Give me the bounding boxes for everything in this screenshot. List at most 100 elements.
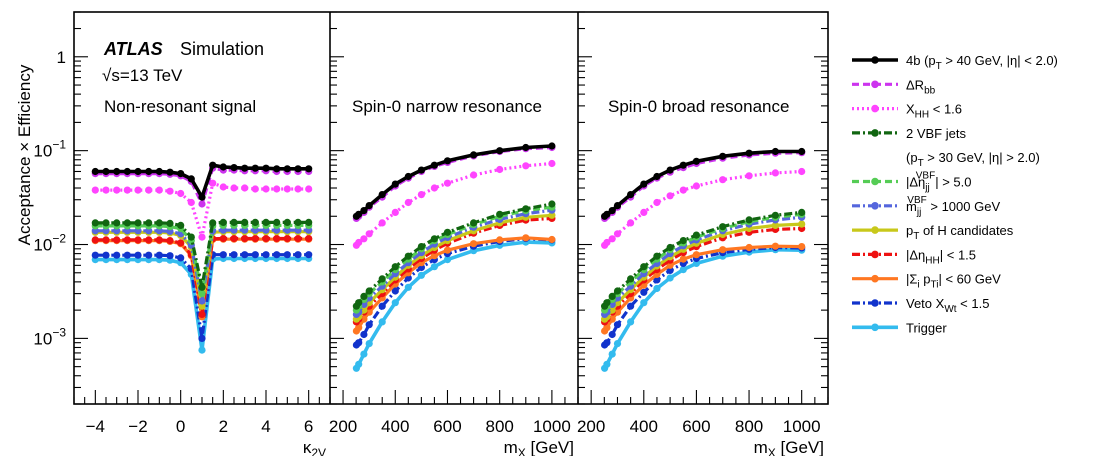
data-point-4b-panel-0-11 [209, 161, 217, 169]
data-point-4b-panel-1-3 [365, 202, 373, 210]
data-point-4b-panel-0-18 [283, 165, 291, 173]
data-point-xhh-panel-1-2 [360, 235, 368, 243]
legend-marker-trigger [871, 323, 879, 332]
data-point-detahh-panel-0-17 [273, 234, 281, 243]
data-point-vbf2-panel-2-2 [608, 292, 616, 300]
data-point-xhh-panel-0-13 [230, 184, 238, 192]
data-point-xwt-panel-0-19 [294, 251, 302, 259]
data-point-detahh-panel-0-2 [113, 236, 121, 244]
data-point-detahh-panel-0-4 [134, 236, 142, 244]
data-point-xhh-panel-0-16 [262, 185, 270, 193]
legend-label-detajj: |ΔηjjVBF| > 5.0 [906, 171, 971, 194]
x-axis-label-panel-2: mX [GeV] [754, 438, 824, 456]
data-point-xwt-panel-2-3 [613, 321, 622, 329]
data-point-4b-panel-0-1 [102, 167, 110, 176]
x-tick-label: 1000 [533, 417, 571, 436]
data-point-4b-panel-2-11 [745, 149, 753, 157]
legend-marker-xwt [871, 299, 879, 307]
panel-1-curves [352, 142, 556, 372]
x-tick-label: 400 [630, 417, 658, 436]
legend-marker-sumpt [871, 274, 879, 283]
data-point-4b-panel-0-12 [219, 163, 227, 171]
data-point-xhh-panel-2-7 [666, 192, 674, 200]
legend-label-vbf2: 2 VBF jets [906, 126, 966, 141]
data-point-xhh-panel-0-2 [113, 186, 121, 194]
data-point-vbf2-panel-1-3 [365, 287, 373, 295]
data-point-vbf2-panel-0-14 [241, 218, 249, 226]
data-point-vbf2-panel-0-11 [209, 219, 217, 227]
data-point-xhh-panel-2-6 [653, 198, 661, 207]
legend-item-trigger: Trigger [852, 320, 947, 335]
simulation-label: Simulation [180, 39, 264, 59]
data-point-vbf2-panel-0-10 [198, 283, 206, 291]
data-point-4b-panel-0-2 [113, 167, 121, 176]
data-point-xhh-panel-0-19 [294, 185, 302, 193]
data-point-xhh-panel-2-4 [627, 219, 635, 227]
data-point-vbf2-panel-0-15 [251, 218, 259, 226]
data-point-4b-panel-0-13 [230, 164, 238, 172]
data-point-4b-panel-1-12 [522, 143, 530, 152]
data-point-xwt-panel-0-0 [91, 251, 99, 259]
data-point-4b-panel-0-9 [187, 175, 195, 183]
data-point-xhh-panel-1-10 [470, 171, 478, 179]
data-point-vbf2-panel-2-5 [640, 263, 648, 271]
data-point-xwt-panel-1-5 [391, 287, 399, 295]
data-point-4b-panel-0-15 [251, 164, 259, 172]
legend-label-detahh: |ΔηHH| < 1.5 [906, 247, 976, 266]
axes-frame [73, 11, 829, 405]
data-point-4b-panel-0-0 [91, 167, 99, 176]
data-point-vbf2-panel-2-12 [771, 211, 780, 219]
data-point-vbf2-panel-0-6 [155, 219, 163, 227]
data-point-trigger-panel-0-10 [198, 346, 206, 354]
data-point-vbf2-panel-0-8 [177, 221, 185, 229]
data-point-xhh-panel-2-2 [608, 235, 616, 243]
legend-marker-drbb [871, 80, 879, 89]
data-point-trigger-panel-2-7 [666, 274, 674, 282]
legend-item-vbf2_note: (pT > 30 GeV, |η| > 2.0) [906, 150, 1040, 169]
data-point-xhh-panel-0-11 [209, 179, 217, 187]
data-point-4b-panel-1-10 [470, 151, 478, 159]
data-point-xhh-panel-1-5 [391, 208, 399, 216]
data-point-xwt-panel-2-6 [653, 276, 661, 284]
data-point-4b-panel-0-8 [177, 170, 185, 178]
data-point-4b-panel-2-4 [627, 191, 635, 199]
data-point-vbf2-panel-2-9 [692, 231, 701, 239]
legend-marker-xhh [871, 104, 879, 113]
data-point-xhh-panel-1-4 [378, 219, 386, 227]
series-line-detahh-panel-2 [603, 226, 802, 323]
data-point-sumpt-panel-1-8 [430, 252, 438, 260]
data-point-xwt-panel-0-10 [198, 334, 206, 342]
energy-label: √s=13 TeV [102, 66, 183, 85]
data-point-vbf2-panel-0-19 [294, 218, 302, 226]
data-point-xhh-panel-0-8 [177, 189, 185, 198]
data-point-xwt-panel-0-18 [283, 251, 291, 259]
data-point-detahh-panel-0-3 [123, 236, 131, 244]
series-line-mjj-panel-2 [603, 215, 802, 316]
data-point-detahh-panel-0-20 [305, 234, 313, 243]
data-point-sumpt-panel-1-10 [470, 240, 478, 248]
data-point-vbf2-panel-0-3 [123, 219, 131, 227]
data-point-vbf2-panel-0-0 [91, 219, 99, 227]
data-point-trigger-panel-2-2 [608, 350, 616, 358]
data-point-trigger-panel-1-8 [430, 263, 438, 271]
data-point-xhh-panel-0-9 [187, 198, 195, 207]
data-point-trigger-panel-1-3 [365, 340, 373, 348]
legend-label-mjj: mjjVBF > 1000 GeV [906, 195, 1000, 218]
data-point-xhh-panel-2-8 [679, 186, 687, 194]
panel-0-curves [91, 161, 313, 354]
data-point-xhh-panel-0-4 [134, 186, 142, 194]
data-point-4b-panel-1-4 [378, 191, 386, 199]
data-point-xhh-panel-2-3 [613, 230, 622, 238]
data-point-vbf2-panel-2-3 [613, 287, 622, 295]
data-point-4b-panel-0-16 [262, 164, 270, 172]
x-axis-label-panel-1: mX [GeV] [504, 438, 574, 456]
data-point-xhh-panel-1-12 [522, 162, 530, 170]
data-point-4b-panel-0-4 [134, 167, 142, 176]
data-point-xwt-panel-1-3 [365, 321, 373, 329]
data-point-xwt-panel-2-2 [608, 330, 616, 339]
legend-item-detahh: |ΔηHH| < 1.5 [852, 247, 976, 266]
data-point-4b-panel-0-10 [198, 193, 206, 201]
data-point-vbf2-panel-1-11 [496, 210, 504, 218]
data-point-trigger-panel-2-6 [653, 284, 661, 293]
